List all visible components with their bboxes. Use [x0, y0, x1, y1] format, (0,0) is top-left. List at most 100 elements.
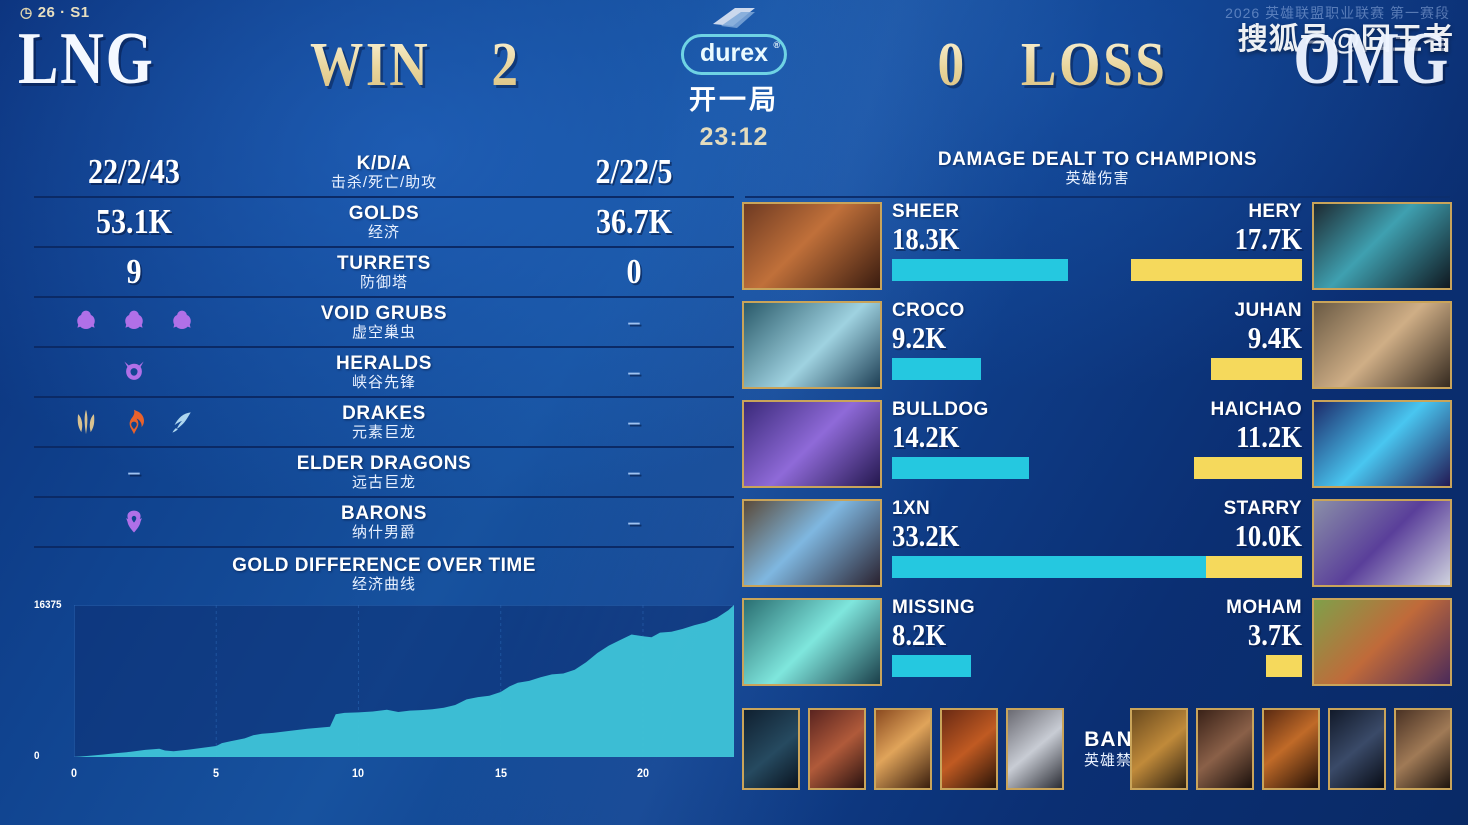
damage-bar-fill [892, 259, 1068, 281]
chart-title: GOLD DIFFERENCE OVER TIME 经济曲线 [34, 556, 734, 593]
damage-info: STARRY 10.0K [982, 499, 1312, 578]
event-title: 2026 英雄联盟职业联赛 第一赛段 [1225, 5, 1450, 21]
gold-difference-chart: GOLD DIFFERENCE OVER TIME 经济曲线 16375 0 0… [34, 556, 734, 786]
damage-panel-divider [745, 196, 1450, 198]
damage-row: 1XN 33.2K [742, 499, 1222, 598]
stat-row: 22/2/43 K/D/A 击杀/死亡/助攻 2/22/5 [34, 148, 734, 198]
champion-portrait-juhan [1312, 301, 1452, 389]
stat-row: 53.1K GOLDS 经济 36.7K [34, 198, 734, 248]
player-name: CROCO [892, 300, 965, 321]
damage-bar-fill [1131, 259, 1302, 281]
damage-bar-fill [1211, 358, 1302, 380]
damage-row: STARRY 10.0K [982, 499, 1452, 598]
x-axis-tick: 5 [213, 765, 220, 780]
stat-label: K/D/A 击杀/死亡/助攻 [234, 154, 534, 190]
damage-row: SHEER 18.3K [742, 202, 1222, 301]
damage-bar-track [992, 556, 1302, 578]
stat-label: GOLDS 经济 [234, 204, 534, 240]
y-axis-min-label: 0 [34, 749, 40, 762]
stat-row: HERALDS 峡谷先锋 – [34, 348, 734, 398]
win-label: WIN [310, 31, 431, 99]
win-count: 2 [491, 31, 521, 99]
damage-row: BULLDOG 14.2K [742, 400, 1222, 499]
player-damage-value: 9.4K [1247, 320, 1302, 355]
stat-row: VOID GRUBS 虚空巢虫 – [34, 298, 734, 348]
stat-right-value: – [628, 507, 640, 536]
cloud-drake-icon [172, 412, 191, 433]
damage-bar-track [892, 358, 1202, 380]
y-axis-max-label: 16375 [34, 598, 62, 611]
stat-label-en: K/D/A [356, 153, 412, 174]
player-damage-value: 3.7K [1247, 617, 1302, 652]
stat-left-icons [34, 358, 234, 386]
game-clock: 23:12 [699, 123, 769, 151]
damage-row: HAICHAO 11.2K [982, 400, 1452, 499]
player-name: 1XN [892, 498, 931, 519]
player-name: MISSING [892, 597, 976, 618]
ban-portrait-8 [1262, 708, 1320, 790]
stat-label-cn: 远古巨龙 [351, 473, 416, 491]
damage-bar-fill [1266, 655, 1302, 677]
lpl-chevron-icon [713, 8, 755, 28]
stat-right-value: – [628, 357, 640, 386]
clock-icon: ◷ [20, 4, 33, 20]
damage-panel-title: DAMAGE DEALT TO CHAMPIONS 英雄伤害 [745, 150, 1450, 187]
stat-label: HERALDS 峡谷先锋 [234, 354, 534, 390]
damage-row: MOHAM 3.7K [982, 598, 1452, 697]
x-axis-tick: 10 [352, 765, 365, 780]
damage-bar-track [892, 655, 1202, 677]
ban-portrait-4 [940, 708, 998, 790]
series-win-score: WIN 2 [310, 30, 521, 101]
stat-left-value: 22/2/43 [88, 152, 180, 191]
series-loss-score: 0 LOSS [938, 30, 1168, 101]
stat-left-icons [34, 508, 234, 536]
player-name: HAICHAO [1210, 399, 1302, 420]
stat-left-value: 9 [126, 252, 142, 291]
void-grub-icon [173, 310, 191, 329]
damage-bar-track [992, 655, 1302, 677]
chart-plot-area: 16375 0 0 5 10 15 20 [34, 598, 734, 786]
stat-label-cn: 峡谷先锋 [351, 373, 416, 391]
player-damage-value: 17.7K [1234, 221, 1302, 256]
champion-portrait-sheer [742, 202, 882, 290]
team-name-right: OMG [1293, 18, 1450, 100]
ban-portrait-3 [874, 708, 932, 790]
stat-row: – ELDER DRAGONS 远古巨龙 – [34, 448, 734, 498]
damage-title-en: DAMAGE DEALT TO CHAMPIONS [937, 149, 1258, 170]
loss-label: LOSS [1021, 31, 1168, 99]
baron-nashor-icon [126, 510, 142, 533]
stat-label-en: TURRETS [337, 253, 431, 274]
x-axis-tick: 15 [494, 765, 507, 780]
damage-info: CROCO 9.2K [882, 301, 1212, 380]
damage-bar-fill [892, 457, 1029, 479]
damage-info: 1XN 33.2K [882, 499, 1222, 578]
stat-label-cn: 元素巨龙 [351, 423, 416, 441]
damage-info: HERY 17.7K [982, 202, 1312, 281]
stat-label-en: BARONS [341, 503, 427, 524]
chart-title-en: GOLD DIFFERENCE OVER TIME [232, 555, 536, 576]
stat-right-value: – [628, 307, 640, 336]
stat-label-cn: 防御塔 [359, 273, 408, 291]
stat-right-value: – [628, 457, 640, 486]
damage-info: BULLDOG 14.2K [882, 400, 1212, 479]
mountain-drake-icon [77, 409, 95, 435]
x-axis-tick: 0 [70, 765, 78, 780]
stat-row: BARONS 纳什男爵 – [34, 498, 734, 548]
champion-portrait-starry [1312, 499, 1452, 587]
player-damage-value: 11.2K [1236, 419, 1302, 454]
gold-difference-area-series [74, 604, 734, 757]
damage-bar-fill [892, 655, 971, 677]
damage-row: HERY 17.7K [982, 202, 1452, 301]
stat-label-en: GOLDS [348, 203, 420, 224]
damage-bar-fill [1194, 457, 1302, 479]
ban-portrait-9 [1328, 708, 1386, 790]
void-grub-icon [125, 310, 143, 329]
stat-right-value: 0 [626, 252, 642, 291]
sponsor-badge: ® durex [680, 34, 788, 75]
sponsor-registered-mark: ® [773, 40, 781, 50]
player-name: JUHAN [1234, 300, 1302, 321]
sponsor-slogan: 开一局 [689, 85, 779, 115]
player-damage-value: 33.2K [892, 518, 960, 553]
stat-left-value: 53.1K [95, 202, 173, 241]
stat-label: DRAKES 元素巨龙 [234, 404, 534, 440]
